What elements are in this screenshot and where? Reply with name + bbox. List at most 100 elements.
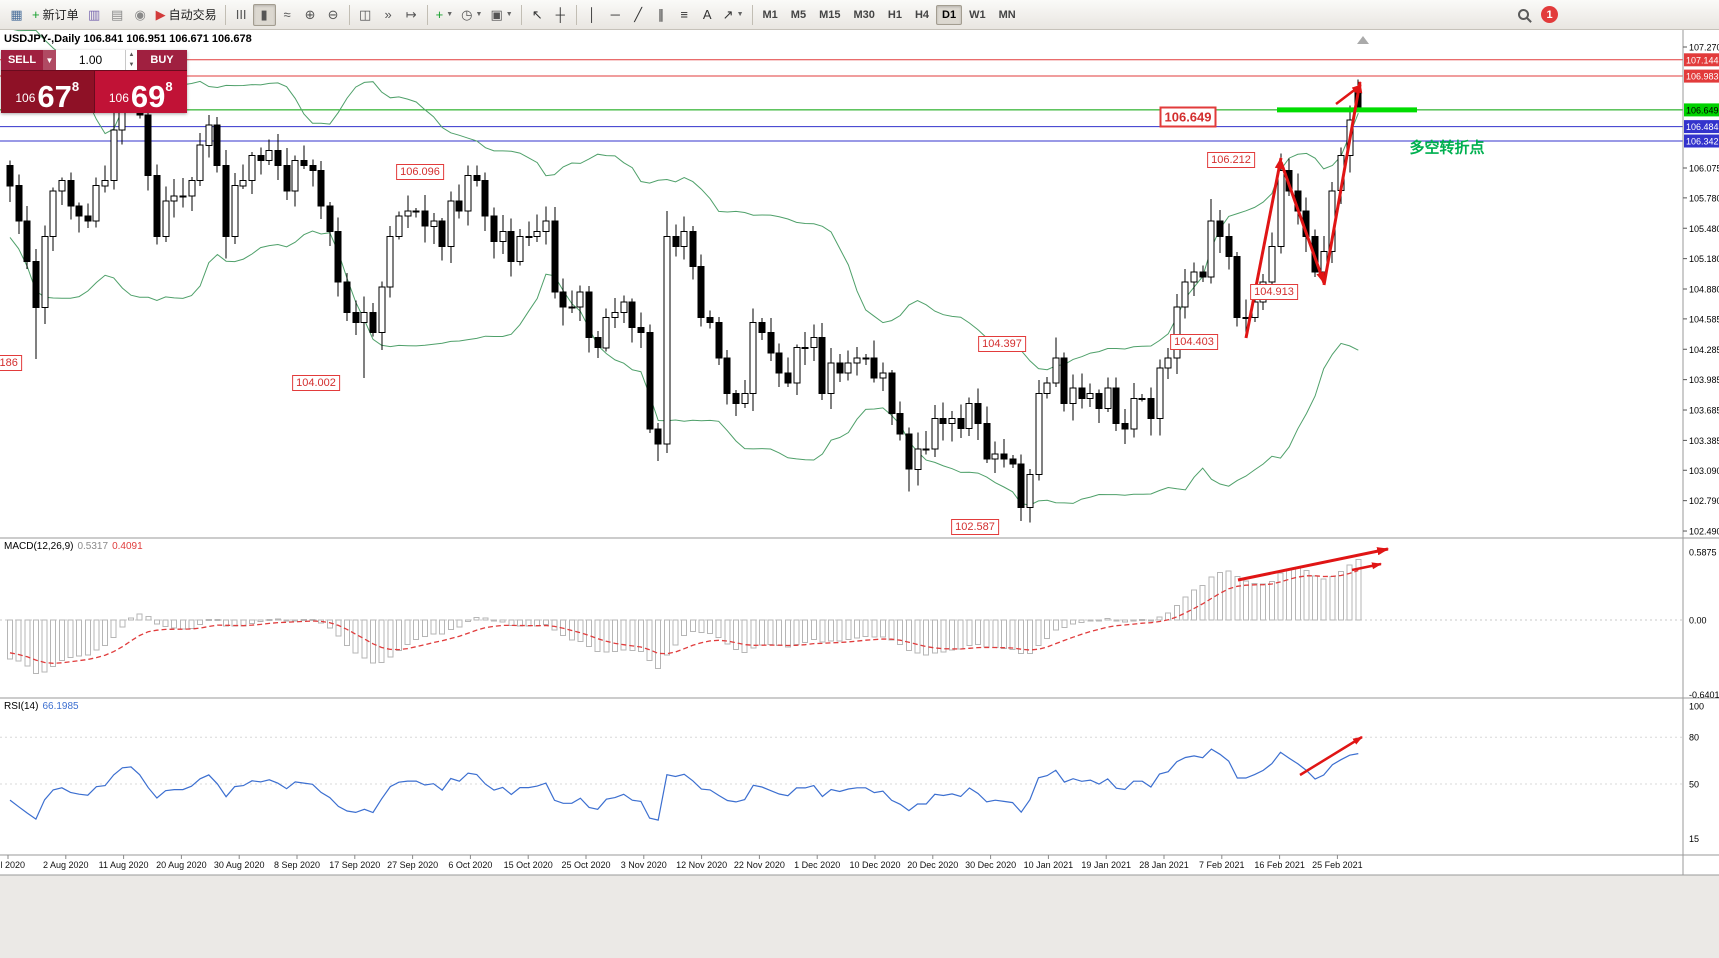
timeframe-d1[interactable]: D1 bbox=[936, 4, 963, 25]
zoom-in-button[interactable]: ⊕ bbox=[299, 4, 322, 26]
sell-price-small: 106 bbox=[15, 91, 36, 105]
date-axis[interactable]: Jul 2020 2 Aug 2020 11 Aug 2020 20 Aug 2020… bbox=[0, 855, 1363, 870]
price-scale-label: 102.490 bbox=[1689, 527, 1719, 537]
arrow-object-icon: ↗ bbox=[722, 7, 734, 22]
price-scale-label: 105.480 bbox=[1689, 224, 1719, 234]
volume-stepper[interactable]: ▲ ▼ bbox=[125, 50, 137, 70]
trend-arrow[interactable] bbox=[1237, 547, 1390, 582]
timeframe-h4[interactable]: H4 bbox=[914, 8, 930, 21]
template-icon: ▣ bbox=[490, 7, 503, 22]
timeframe-m15[interactable]: M15 bbox=[819, 8, 841, 21]
volume-up-icon[interactable]: ▲ bbox=[128, 52, 135, 58]
trendline-button[interactable]: ╱ bbox=[627, 4, 650, 26]
market-watch-button[interactable]: ▥ bbox=[83, 4, 106, 26]
chart-shift-marker[interactable] bbox=[1357, 36, 1369, 44]
channel-button[interactable]: ∥ bbox=[650, 4, 673, 26]
price-scale[interactable]: 107.270 107.144 106.983 106.649 106.484 106.3… bbox=[1683, 43, 1719, 537]
sell-button[interactable]: SELL bbox=[1, 50, 43, 70]
toolbar-buttons: ▦ + 新订单 ▥ ▤ ◉ ▶ 自动交易 III ▮ ≈ ⊕ ⊖ ◫» ↦ + ▼ ◷ ▼ ▣ ▼ ↖ ┼ │ ─ ╱ ∥ ≡ A ↗ ▼ bbox=[5, 0, 757, 30]
sell-price-big: 67 bbox=[37, 78, 72, 114]
search-icon[interactable] bbox=[1518, 9, 1529, 20]
horizontal-line-button[interactable]: ─ bbox=[604, 4, 627, 26]
timeframe-mn[interactable]: MN bbox=[998, 8, 1016, 21]
date-label: 8 Sep 2020 bbox=[274, 860, 320, 870]
bar-chart-button[interactable]: III bbox=[230, 4, 253, 26]
date-label: Jul 2020 bbox=[0, 860, 25, 870]
timeframe-m1[interactable]: M1 bbox=[762, 8, 778, 21]
timeframe-w1[interactable]: W1 bbox=[969, 8, 986, 21]
trend-arrow[interactable] bbox=[1244, 156, 1284, 339]
date-label: 2 Aug 2020 bbox=[43, 860, 89, 870]
toolbar-separator bbox=[348, 4, 350, 25]
chevron-down-icon: ▼ bbox=[736, 11, 744, 18]
toolbar-separator bbox=[751, 4, 753, 25]
timeframe-m5[interactable]: M5 bbox=[790, 8, 807, 21]
sell-price-display[interactable]: 106 67 8 bbox=[1, 71, 94, 113]
volume-down-icon[interactable]: ▼ bbox=[128, 62, 135, 68]
rsi-line bbox=[9, 748, 1359, 821]
date-label: 6 Oct 2020 bbox=[448, 860, 492, 870]
chart-shift-button[interactable]: ↦ bbox=[400, 4, 423, 26]
notification-badge[interactable]: 1 bbox=[1541, 6, 1558, 23]
candlestick-chart-button[interactable]: ▮ bbox=[252, 3, 276, 26]
periods-button[interactable]: ◷ ▼ bbox=[457, 4, 486, 26]
autotrade-button[interactable]: ▶ 自动交易 bbox=[152, 4, 221, 26]
trendline-icon: ╱ bbox=[634, 7, 643, 22]
chart-window-icon: ▦ bbox=[10, 7, 23, 22]
sell-options-caret-icon[interactable]: ▼ bbox=[43, 50, 56, 70]
vertical-line-button[interactable]: │ bbox=[581, 4, 604, 26]
chevron-down-icon: ▼ bbox=[505, 11, 513, 18]
chart-window-button[interactable]: ▦ bbox=[5, 4, 28, 26]
chevron-down-icon: ▼ bbox=[475, 11, 483, 18]
buy-button[interactable]: BUY bbox=[137, 50, 187, 70]
data-window-button[interactable]: ▤ bbox=[106, 4, 129, 26]
toolbar: ▦ + 新订单 ▥ ▤ ◉ ▶ 自动交易 III ▮ ≈ ⊕ ⊖ ◫» ↦ + ▼ ◷ ▼ ▣ ▼ ↖ ┼ │ ─ ╱ ∥ ≡ A ↗ ▼ … bbox=[0, 0, 1719, 30]
crosshair-button[interactable]: ┼ bbox=[549, 4, 572, 26]
price-tag bbox=[1684, 120, 1719, 134]
horizontal-line-icon: ─ bbox=[610, 7, 620, 22]
indicators-button[interactable]: + ▼ bbox=[432, 4, 458, 26]
templates-button[interactable]: ▣ ▼ bbox=[486, 4, 516, 26]
macd-scale-label: 0.00 bbox=[1689, 616, 1707, 626]
date-label: 25 Feb 2021 bbox=[1312, 860, 1363, 870]
channel-icon: ∥ bbox=[657, 7, 665, 22]
date-label: 10 Jan 2021 bbox=[1024, 860, 1074, 870]
fibonacci-icon: ≡ bbox=[680, 7, 688, 22]
line-chart-button[interactable]: ≈ bbox=[276, 4, 299, 26]
macd-name: MACD(12,26,9) bbox=[4, 541, 74, 552]
volume-value[interactable]: 1.00 bbox=[78, 53, 103, 67]
trend-arrow[interactable] bbox=[1351, 562, 1382, 572]
fibonacci-button[interactable]: ≡ bbox=[673, 4, 696, 26]
arrows-button[interactable]: ↗ ▼ bbox=[719, 4, 748, 26]
price-tag-text: 106.983 bbox=[1686, 72, 1719, 82]
rsi-name: RSI(14) bbox=[4, 701, 39, 712]
trend-arrow[interactable] bbox=[1279, 161, 1326, 285]
text-button[interactable]: A bbox=[696, 4, 719, 26]
date-label: 27 Sep 2020 bbox=[387, 860, 438, 870]
volume-input[interactable]: 1.00 ▲ ▼ bbox=[56, 50, 137, 70]
navigator-button[interactable]: ◉ bbox=[129, 4, 152, 26]
date-label: 30 Aug 2020 bbox=[214, 860, 265, 870]
date-label: 7 Feb 2021 bbox=[1199, 860, 1245, 870]
date-label: 16 Feb 2021 bbox=[1254, 860, 1305, 870]
macd-main-value: 0.5317 bbox=[77, 541, 109, 552]
zoom-out-button[interactable]: ⊖ bbox=[322, 4, 345, 26]
new-order-button-label: 新订单 bbox=[42, 8, 79, 22]
tile-windows-button[interactable]: ◫ bbox=[354, 4, 377, 26]
timeframe-h1[interactable]: H1 bbox=[887, 8, 902, 21]
vertical-line-icon: │ bbox=[588, 7, 597, 22]
trend-arrow[interactable] bbox=[1335, 84, 1362, 105]
macd-signal-line bbox=[9, 569, 1359, 664]
buy-price-display[interactable]: 106 69 8 bbox=[93, 71, 187, 113]
new-order-button[interactable]: + 新订单 bbox=[28, 4, 83, 26]
timeframe-buttons: M1 M5 M15 M30 H1 H4 D1 W1 MN bbox=[757, 0, 1023, 30]
trend-arrow[interactable] bbox=[1299, 735, 1363, 777]
cursor-button[interactable]: ↖ bbox=[526, 4, 549, 26]
timeframe-m30[interactable]: M30 bbox=[853, 8, 875, 21]
toolbar-right: 1 bbox=[1518, 6, 1558, 23]
trend-arrow[interactable] bbox=[1322, 80, 1363, 286]
auto-scroll-button[interactable]: » bbox=[377, 4, 400, 26]
toolbar-separator bbox=[224, 4, 226, 25]
